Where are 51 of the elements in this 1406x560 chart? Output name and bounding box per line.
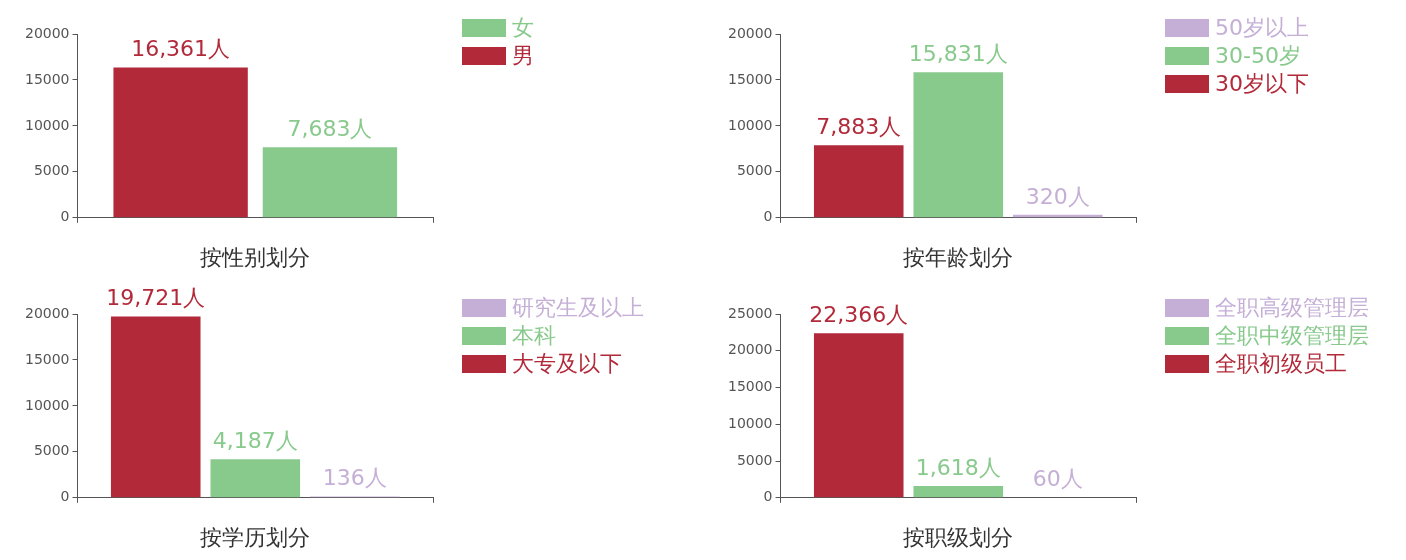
legend-label: 男 bbox=[512, 42, 534, 70]
bar bbox=[813, 145, 904, 218]
y-tick-label: 15000 bbox=[727, 70, 773, 87]
y-tick-label: 20000 bbox=[727, 24, 773, 41]
data-label: 7,883人 bbox=[816, 114, 902, 140]
y-tick-label: 0 bbox=[763, 488, 773, 505]
y-tick-label: 15000 bbox=[727, 378, 773, 395]
data-label: 22,366人 bbox=[809, 302, 909, 328]
y-tick-label: 0 bbox=[763, 208, 773, 225]
data-label: 320人 bbox=[1025, 183, 1090, 209]
legend-label: 本科 bbox=[512, 322, 556, 350]
y-tick-label: 20000 bbox=[24, 304, 70, 321]
data-label: 1,618人 bbox=[915, 454, 1001, 480]
y-tick-label: 25000 bbox=[727, 304, 773, 321]
legend-label: 大专及以下 bbox=[512, 350, 622, 378]
bar bbox=[210, 459, 301, 498]
y-tick-label: 5000 bbox=[736, 162, 773, 179]
y-tick-label: 10000 bbox=[24, 396, 70, 413]
y-tick-label: 10000 bbox=[727, 116, 773, 133]
data-label: 19,721人 bbox=[106, 285, 206, 311]
y-tick-label: 5000 bbox=[33, 442, 70, 459]
y-tick-label: 5000 bbox=[736, 451, 773, 468]
legend-label: 30岁以下 bbox=[1215, 70, 1309, 98]
y-tick-label: 10000 bbox=[727, 414, 773, 431]
x-axis-title: 按性别划分 bbox=[200, 244, 311, 270]
data-label: 16,361人 bbox=[131, 36, 231, 62]
bar bbox=[913, 72, 1004, 218]
legend-label: 全职高级管理层 bbox=[1215, 294, 1369, 322]
data-label: 136人 bbox=[322, 465, 387, 491]
legend-label: 50岁以上 bbox=[1215, 14, 1309, 42]
data-label: 4,187人 bbox=[212, 428, 298, 454]
y-tick-label: 10000 bbox=[24, 116, 70, 133]
y-tick-label: 15000 bbox=[24, 350, 70, 367]
y-tick-label: 0 bbox=[60, 208, 70, 225]
bar bbox=[110, 316, 201, 498]
y-tick-label: 15000 bbox=[24, 70, 70, 87]
legend-label: 研究生及以上 bbox=[512, 294, 644, 322]
x-axis-title: 按年龄划分 bbox=[903, 244, 1014, 270]
legend-label: 女 bbox=[512, 14, 534, 42]
legend-label: 全职中级管理层 bbox=[1215, 322, 1369, 350]
x-axis-title: 按学历划分 bbox=[200, 524, 311, 550]
x-axis-title: 按职级划分 bbox=[903, 524, 1014, 550]
y-tick-label: 0 bbox=[60, 488, 70, 505]
data-label: 60人 bbox=[1032, 466, 1083, 492]
y-tick-label: 20000 bbox=[24, 24, 70, 41]
legend-label: 全职初级员工 bbox=[1215, 350, 1347, 378]
y-tick-label: 5000 bbox=[33, 162, 70, 179]
data-label: 7,683人 bbox=[287, 115, 373, 141]
legend-label: 30-50岁 bbox=[1215, 42, 1301, 70]
data-label: 15,831人 bbox=[908, 41, 1008, 67]
y-tick-label: 20000 bbox=[727, 341, 773, 358]
